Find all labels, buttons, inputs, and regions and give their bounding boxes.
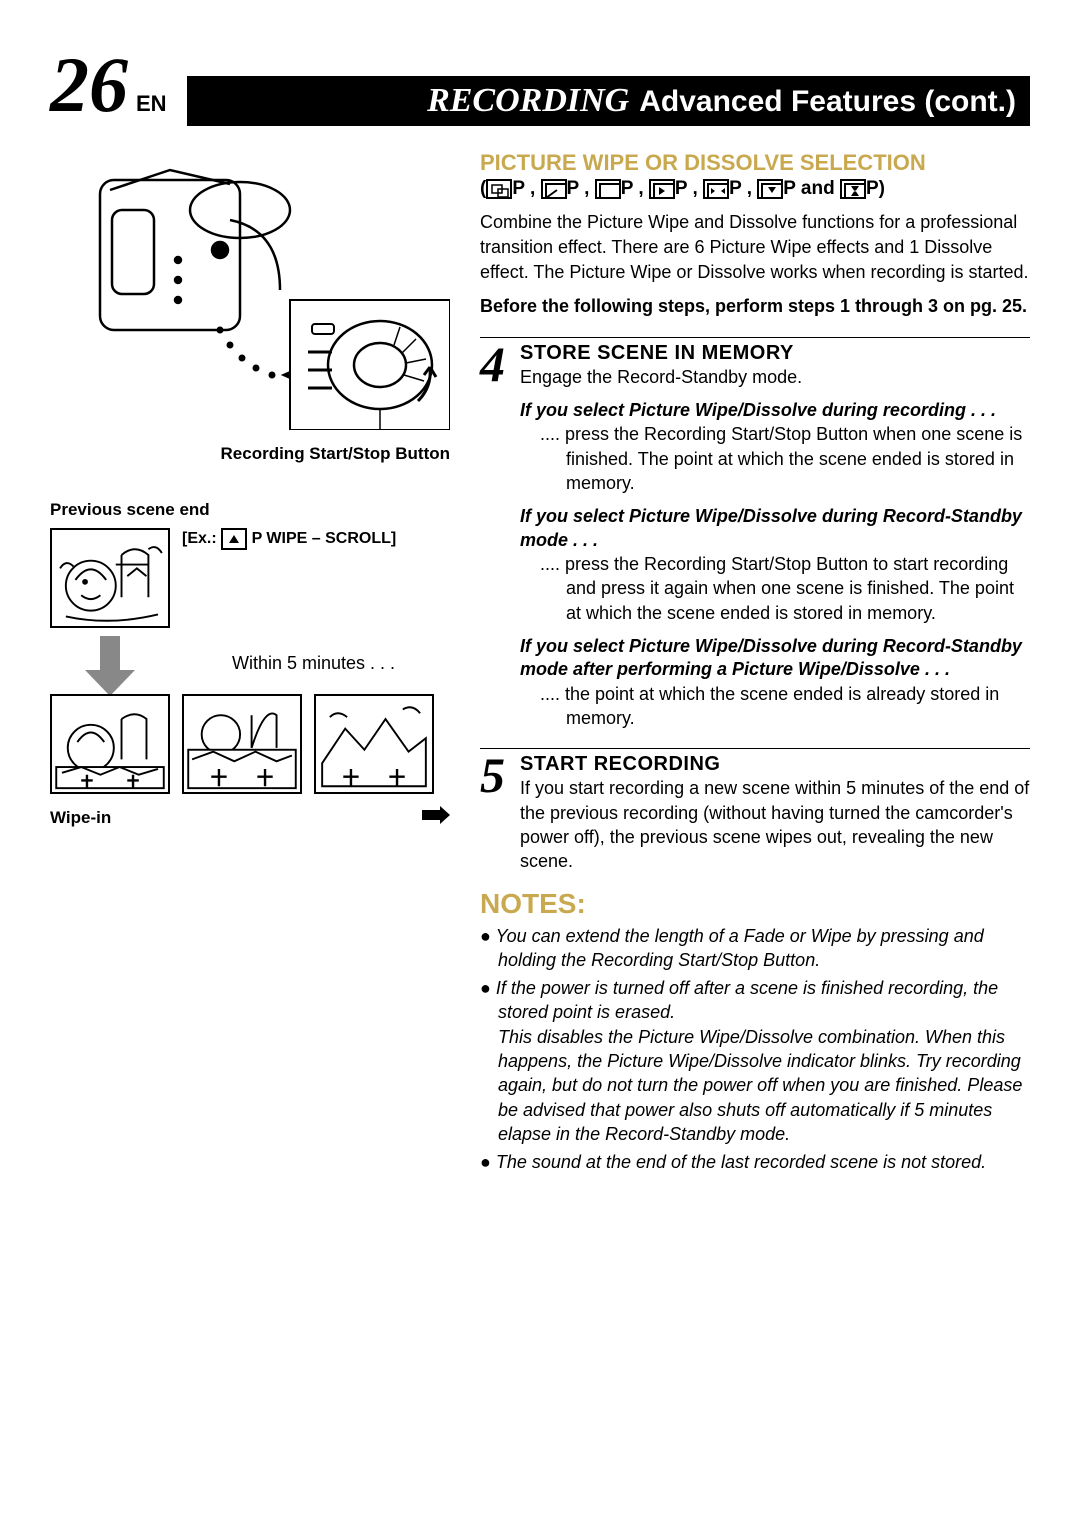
- mode-icon: [486, 179, 512, 199]
- case-heading: If you select Picture Wipe/Dissolve duri…: [520, 635, 1030, 682]
- button-label: Recording Start/Stop Button: [50, 444, 450, 464]
- case-body: .... press the Recording Start/Stop Butt…: [540, 422, 1030, 495]
- step-4: 4 STORE SCENE IN MEMORY Engage the Recor…: [480, 337, 1030, 731]
- mode-icon: [757, 179, 783, 199]
- mode-icon: [595, 179, 621, 199]
- step-number: 5: [480, 753, 520, 873]
- step-body: If you start recording a new scene withi…: [520, 776, 1030, 873]
- mode-icons-row: (P , P , P , P , P , P and P): [480, 178, 1030, 200]
- page-number: 26: [50, 40, 128, 130]
- note-item: ● If the power is turned off after a sce…: [498, 976, 1030, 1146]
- case-heading: If you select Picture Wipe/Dissolve duri…: [520, 505, 1030, 552]
- left-column: Recording Start/Stop Button Previous sce…: [50, 150, 450, 1175]
- step-body: Engage the Record-Standby mode.: [520, 365, 1030, 389]
- manual-page: 26 EN RECORDING Advanced Features (cont.…: [50, 40, 1030, 1175]
- thumb-wipe-2: [182, 694, 302, 794]
- section-title: PICTURE WIPE OR DISSOLVE SELECTION: [480, 150, 1030, 176]
- page-header: 26 EN RECORDING Advanced Features (cont.…: [50, 40, 1030, 130]
- scroll-up-icon: [221, 528, 247, 550]
- step-title: START RECORDING: [520, 753, 1030, 776]
- thumb-scene-1: [50, 528, 170, 628]
- camera-icon: [50, 150, 450, 430]
- thumb-wipe-3: [314, 694, 434, 794]
- mode-icon: [649, 179, 675, 199]
- header-section: RECORDING: [427, 82, 629, 120]
- dial-inset: [290, 300, 450, 430]
- mode-icon: [840, 179, 866, 199]
- lang-code: EN: [136, 91, 167, 117]
- header-sub: Advanced Features (cont.): [639, 85, 1016, 119]
- right-column: PICTURE WIPE OR DISSOLVE SELECTION (P , …: [480, 150, 1030, 1175]
- camcorder-illustration: [50, 150, 450, 430]
- note-item: ● You can extend the length of a Fade or…: [498, 924, 1030, 973]
- header-bar: RECORDING Advanced Features (cont.): [187, 76, 1030, 126]
- mode-icon: [703, 179, 729, 199]
- within-5-label: Within 5 minutes . . .: [232, 653, 395, 674]
- notes-title: NOTES:: [480, 888, 1030, 920]
- thumb-wipe-1: [50, 694, 170, 794]
- case-body: .... press the Recording Start/Stop Butt…: [540, 552, 1030, 625]
- step-5: 5 START RECORDING If you start recording…: [480, 748, 1030, 873]
- step-title: STORE SCENE IN MEMORY: [520, 342, 1030, 365]
- example-text: [Ex.: P WIPE – SCROLL]: [182, 528, 396, 550]
- step-number: 4: [480, 342, 520, 731]
- case-body: .... the point at which the scene ended …: [540, 682, 1030, 731]
- note-item: ● The sound at the end of the last recor…: [498, 1150, 1030, 1174]
- case-heading: If you select Picture Wipe/Dissolve duri…: [520, 399, 1030, 422]
- before-text: Before the following steps, perform step…: [480, 294, 1030, 319]
- mode-icon: [541, 179, 567, 199]
- intro-text: Combine the Picture Wipe and Dissolve fu…: [480, 210, 1030, 286]
- prev-scene-label: Previous scene end: [50, 500, 450, 520]
